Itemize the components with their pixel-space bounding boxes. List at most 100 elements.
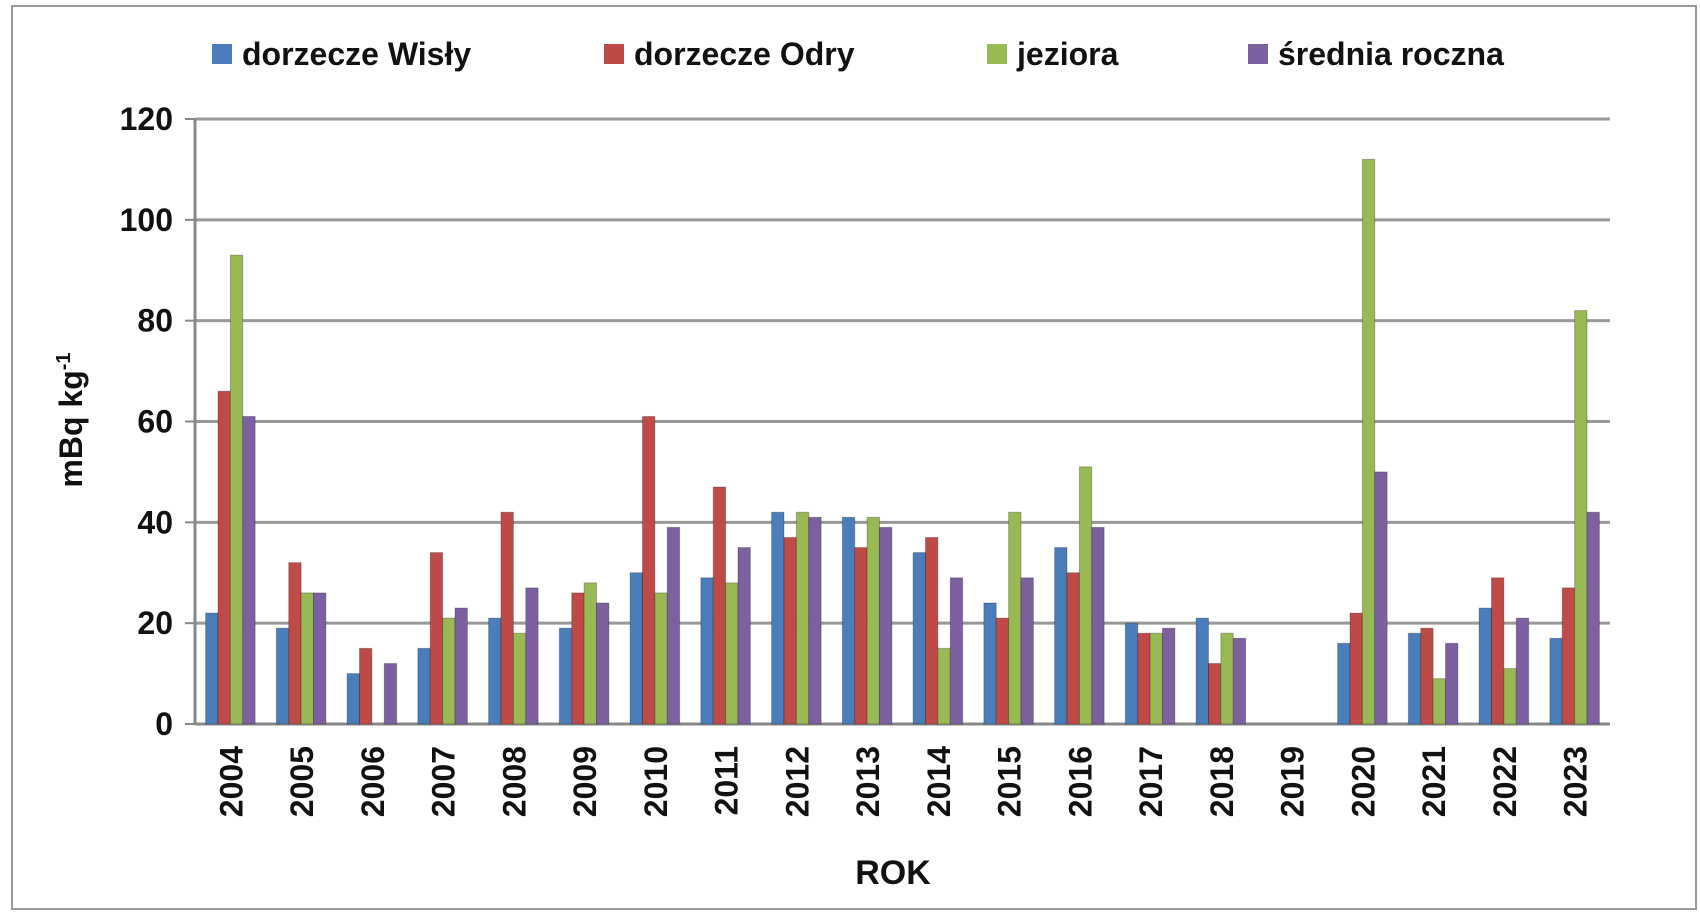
bar — [1020, 577, 1034, 725]
x-tick-label: 2009 — [567, 746, 603, 817]
bar — [1149, 632, 1164, 725]
bar — [783, 536, 797, 725]
legend-label: jeziora — [1016, 36, 1119, 72]
bar — [795, 511, 810, 725]
bar — [995, 617, 1010, 725]
bar — [512, 632, 527, 725]
x-tick-label: 2021 — [1416, 746, 1452, 817]
bar — [488, 617, 502, 725]
bar — [205, 612, 219, 725]
x-tick-label: 2008 — [496, 746, 532, 817]
bar — [442, 617, 456, 725]
bar — [500, 511, 514, 725]
bar — [879, 526, 893, 725]
bar — [1195, 617, 1209, 725]
bar — [1361, 158, 1376, 725]
bar — [1008, 511, 1022, 725]
bar — [841, 516, 856, 725]
y-tick-label: 60 — [137, 404, 173, 440]
bar — [596, 602, 610, 725]
bar — [358, 647, 373, 725]
bar — [1407, 632, 1422, 725]
bar — [1420, 627, 1434, 725]
x-tick-label: 2015 — [992, 746, 1028, 817]
bar — [983, 602, 997, 725]
x-tick-label: 2013 — [850, 746, 886, 817]
bar — [1374, 471, 1388, 725]
bar — [300, 592, 315, 725]
x-axis-label: ROK — [855, 854, 931, 892]
bar — [924, 536, 939, 725]
y-axis-label: mBq kg-1 — [53, 352, 89, 487]
bar — [1124, 622, 1139, 725]
bar — [629, 572, 643, 725]
x-tick-label: 2011 — [709, 746, 745, 815]
bar — [571, 592, 585, 725]
legend-label: dorzecze Wisły — [242, 36, 471, 72]
bar — [288, 562, 302, 725]
bar — [1503, 668, 1517, 725]
legend-label: średnia roczna — [1278, 36, 1504, 72]
bar — [1054, 547, 1068, 725]
y-tick-label: 40 — [137, 504, 173, 540]
bar — [1137, 632, 1151, 725]
bar — [558, 627, 573, 725]
bar — [229, 254, 244, 725]
bar — [242, 415, 256, 725]
x-tick-label: 2016 — [1062, 746, 1098, 817]
bar — [383, 663, 398, 725]
bar — [654, 592, 668, 725]
bar — [1220, 632, 1234, 725]
bar — [275, 627, 290, 725]
bar — [808, 516, 822, 725]
x-tick-label: 2017 — [1133, 746, 1169, 817]
bar — [866, 516, 881, 725]
bar — [1162, 627, 1176, 725]
bar — [666, 526, 681, 725]
bar — [1549, 637, 1563, 725]
y-tick-label: 100 — [120, 202, 173, 238]
bar — [771, 511, 785, 725]
x-tick-label: 2020 — [1345, 746, 1381, 817]
bar — [1078, 466, 1093, 725]
bar — [417, 647, 431, 725]
y-tick-label: 0 — [155, 706, 173, 742]
legend-swatch — [212, 44, 232, 64]
legend-label: dorzecze Odry — [634, 36, 855, 72]
x-tick-label: 2005 — [284, 746, 320, 817]
bar — [912, 552, 926, 725]
bar — [1515, 617, 1530, 725]
bar — [1066, 572, 1080, 725]
x-tick-label: 2023 — [1558, 746, 1594, 817]
frame — [11, 5, 1697, 910]
x-tick-label: 2004 — [213, 746, 249, 817]
y-axis-label-sup: -1 — [53, 352, 75, 370]
y-tick-label: 20 — [137, 605, 173, 641]
x-tick-label: 2010 — [638, 746, 674, 817]
legend-swatch — [987, 44, 1007, 64]
bar — [1207, 663, 1222, 725]
bar — [1232, 637, 1247, 725]
bar — [1432, 678, 1447, 725]
bar — [313, 592, 327, 725]
legend-swatch — [604, 44, 624, 64]
bar — [1561, 587, 1576, 725]
bar — [583, 582, 598, 725]
bar — [700, 577, 714, 725]
x-tick-label: 2018 — [1204, 746, 1240, 817]
y-axis-label-text: mBq kg — [53, 370, 89, 487]
bar — [1574, 310, 1588, 725]
bar — [1091, 526, 1105, 725]
bar — [641, 415, 656, 725]
bar — [429, 552, 444, 725]
bar — [454, 607, 468, 725]
x-tick-label: 2014 — [921, 746, 957, 817]
bar — [937, 647, 951, 725]
x-tick-label: 2007 — [426, 746, 462, 817]
bar — [712, 486, 727, 725]
bar — [854, 547, 868, 725]
x-tick-label: 2006 — [355, 746, 391, 817]
bar — [1337, 642, 1351, 725]
bar — [1490, 577, 1505, 725]
